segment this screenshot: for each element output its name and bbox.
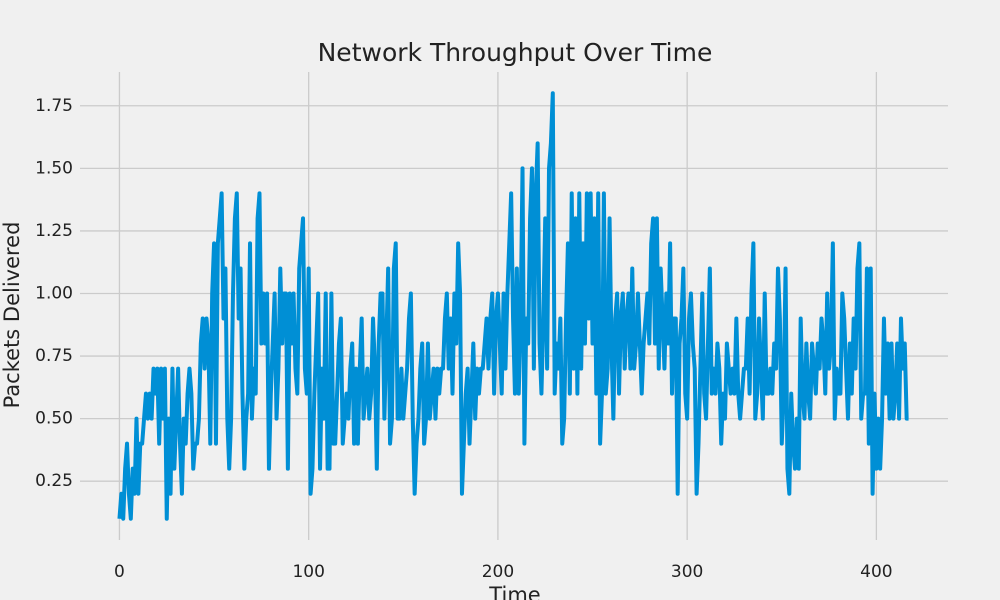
y-tick-label: 1.75 xyxy=(35,96,73,116)
y-tick-label: 1.50 xyxy=(35,158,73,178)
y-tick-label: 0.25 xyxy=(35,471,73,491)
y-tick-label: 1.00 xyxy=(35,283,73,303)
x-tick-label: 100 xyxy=(292,562,324,582)
y-axis-label: Packets Delivered xyxy=(0,222,24,409)
x-tick-label: 300 xyxy=(671,562,703,582)
y-tick-label: 1.25 xyxy=(35,221,73,241)
x-tick-label: 400 xyxy=(860,562,892,582)
x-tick-label: 0 xyxy=(114,562,125,582)
data-line xyxy=(117,91,909,521)
y-tick-label: 0.75 xyxy=(35,346,73,366)
chart-title: Network Throughput Over Time xyxy=(318,38,713,67)
x-axis-label: Time xyxy=(488,583,540,600)
y-tick-label: 0.50 xyxy=(35,409,73,429)
x-tick-label: 200 xyxy=(482,562,514,582)
